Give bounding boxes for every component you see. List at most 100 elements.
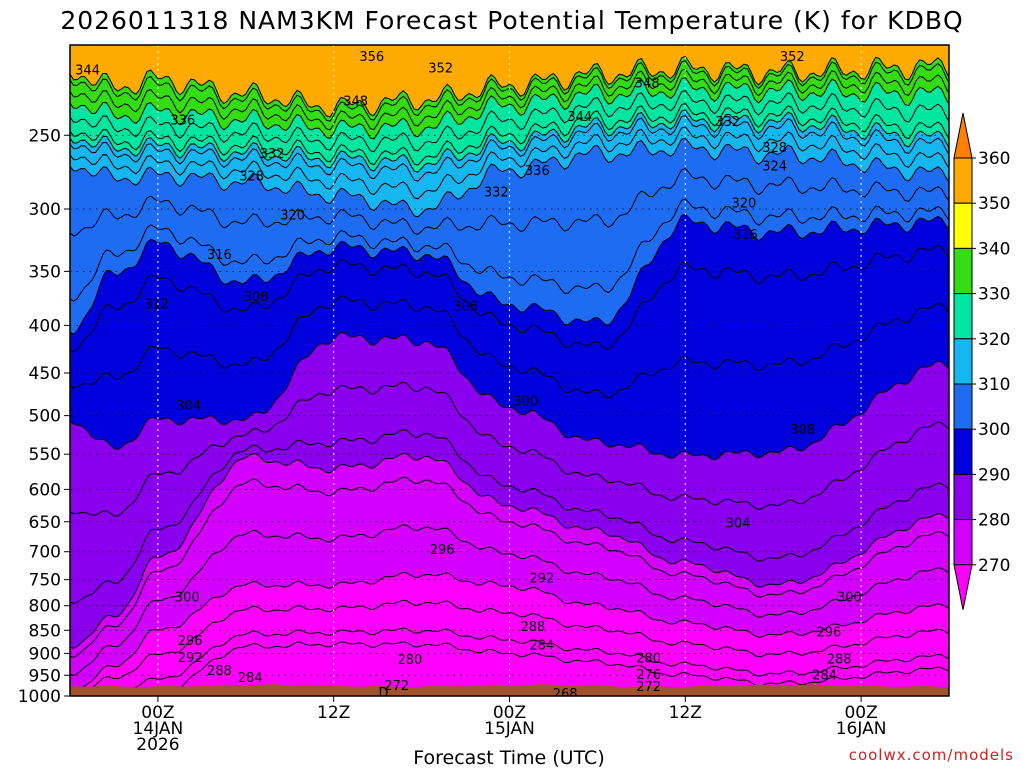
colorbar-segment [953,247,973,295]
isentrope-label: 348 [635,77,660,92]
colorbar-bottom-arrow [953,564,973,610]
isentrope-label: 272 [384,679,409,694]
isentrope-332 [70,102,949,166]
y-tick-label: 650 [29,513,61,533]
y-tick-label: 850 [29,621,61,641]
isentrope-284 [70,524,949,676]
isentrope-label: 284 [529,639,554,654]
isentrope-label: 344 [567,110,592,125]
y-tick-label: 700 [29,543,61,563]
isentrope-label: 352 [428,62,453,77]
isentrope-label: 300 [513,395,538,410]
isentrope-label: 320 [731,197,756,212]
isentrope-label: 288 [521,620,546,635]
isentrope-label: 320 [280,209,305,224]
y-tick-label: 550 [29,445,61,465]
band-below-270 [70,641,949,696]
isentrope-304 [70,295,949,399]
isentrope-288 [70,476,949,658]
pressure-axis: 250 300 350 400 450 500 550 600 650 700 750 800 850 9… [18,126,70,707]
isentrope-328 [70,115,949,182]
y-tick-label: 800 [29,597,61,617]
colorbar-label: 310 [978,375,1010,395]
isentrope-296 [70,381,949,517]
isentrope-label: 304 [176,399,201,414]
x-tick-label: 14JAN [133,719,184,739]
isentrope-lines [70,56,949,696]
y-tick-label: 350 [29,262,61,282]
isentrope-340 [70,77,949,140]
isentrope-label: 336 [170,113,195,128]
isentrope-label: 312 [144,298,169,313]
isentrope-label: 344 [75,63,100,78]
isentrope-label: 276 [636,668,661,683]
isentrope-label: 292 [529,572,554,587]
isentrope-label: 288 [207,664,232,679]
x-tick-label: 00Z [141,703,174,723]
plot-area: 344 356 352 348 348 352 336 344 332 332 328 328 324 3… [70,45,949,702]
isentrope-label: 332 [715,115,740,130]
x-tick-label: 15JAN [484,719,535,739]
surface-fill [70,684,949,696]
isentrope-label: 308 [244,290,269,305]
colorbar-label: 300 [978,420,1010,440]
x-tick-label: 12Z [317,703,350,723]
isentrope-label: 336 [525,164,550,179]
isentrope-label: 280 [397,653,422,668]
colorbar-segment [953,157,973,204]
isentrope-label: 348 [343,95,368,110]
surface-ground [70,684,949,696]
colorbar-label: 350 [978,194,1010,214]
y-tick-label: 950 [29,666,61,686]
isentrope-label: 284 [238,671,263,686]
isentrope-320 [70,137,949,218]
isentrope-label: 300 [175,591,200,606]
dotted-grid [70,45,949,696]
credit-text: coolwx.com/models [849,746,1014,764]
x-tick-label: 16JAN [836,719,887,739]
colorbar-segment [953,293,973,340]
isentrope-344 [70,68,949,131]
colorbar-segment [953,519,973,566]
y-tick-label: 750 [29,571,61,591]
isentrope-label: 356 [359,50,384,65]
isentrope-label: 292 [178,651,203,666]
colorbar-label: 330 [978,285,1010,305]
isentrope-label: 296 [178,634,203,649]
isentrope-label: 280 [636,652,661,667]
isentrope-label: 308 [453,300,478,315]
colorbar-label: 320 [978,330,1010,350]
x-tick-label: 2026 [136,735,179,755]
isentrope-label: 268 [553,687,578,702]
isentrope-label: 272 [636,680,661,695]
colorbar: 270 280 290 300 310 320 330 340 350 360 [953,112,1010,610]
y-tick-label: 1000 [18,687,61,707]
y-tick-label: 500 [29,407,61,427]
x-axis-label: Forecast Time (UTC) [413,747,604,768]
colorbar-segment [953,202,973,249]
isentrope-312 [70,198,949,302]
isentrope-316 [70,168,949,237]
isentrope-label: 328 [239,170,264,185]
y-tick-label: 900 [29,644,61,664]
colorbar-label: 270 [978,556,1010,576]
colorbar-label: 360 [978,149,1010,169]
isentrope-label: D [379,686,389,701]
colorbar-top-arrow [953,112,973,159]
isentrope-350 [70,56,949,118]
x-tick-label: 12Z [669,703,702,723]
isentrope-308 [70,244,949,353]
isentrope-label: 296 [430,543,455,558]
isentrope-324 [70,126,949,200]
isentrope-label: 288 [827,653,852,668]
colorbar-segment [953,383,973,430]
isentrope-label: 316 [733,228,758,243]
isentrope-label: 284 [812,668,837,683]
isentrope-label: 324 [762,159,787,174]
isentrope-label: 352 [780,50,805,65]
isentrope-label: 296 [816,626,841,641]
isentrope-label: 316 [207,248,232,263]
colorbar-segment [953,473,973,521]
